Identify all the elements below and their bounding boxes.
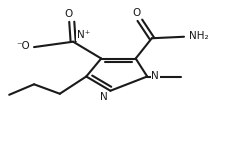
Text: NH₂: NH₂: [188, 32, 207, 41]
Text: O: O: [131, 8, 140, 18]
Text: N: N: [151, 71, 158, 81]
Text: N: N: [100, 92, 108, 102]
Text: O: O: [64, 9, 72, 19]
Text: ⁻O: ⁻O: [16, 42, 30, 51]
Text: N⁺: N⁺: [76, 30, 90, 40]
